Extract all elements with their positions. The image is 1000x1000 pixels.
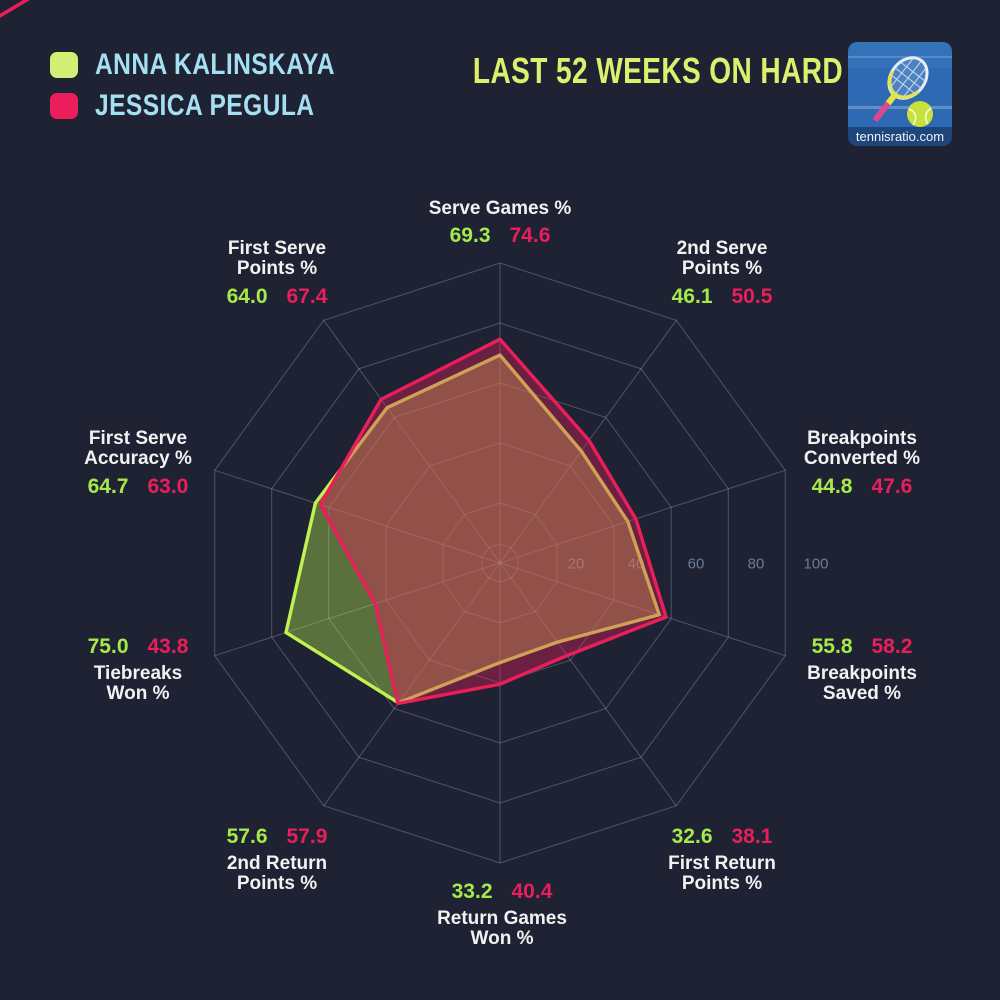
axis-label: First Serve Accuracy % <box>84 428 192 470</box>
axis-serve-games: Serve Games % 69.3 74.6 <box>428 198 572 248</box>
grid-ring <box>481 543 519 583</box>
axis-label: Breakpoints Converted % <box>803 428 921 470</box>
legend-item-kalinskaya: ANNA KALINSKAYA <box>50 48 388 81</box>
axis-breakpoints-converted: Breakpoints Converted % 44.8 47.6 <box>803 428 921 499</box>
axis-label: 2nd Serve Points % <box>676 238 768 280</box>
axis-values: 57.6 57.9 <box>227 825 328 849</box>
axis-first-return-points: First Return Points % 32.6 38.1 <box>668 825 776 895</box>
kalinskaya-color-swatch <box>50 52 78 78</box>
axis-values: 69.3 74.6 <box>450 224 551 248</box>
grid-spoke <box>323 320 501 564</box>
grid-spoke <box>499 469 786 564</box>
radial-tick-label: 20 <box>568 556 585 573</box>
axis-label: Breakpoints Saved % <box>807 663 917 705</box>
radial-tick-label: 100 <box>803 556 828 573</box>
tennis-racket-icon <box>873 56 929 122</box>
axis-2nd-serve-points: 2nd Serve Points % 46.1 50.5 <box>672 238 773 309</box>
axis-values: 44.8 47.6 <box>812 475 913 499</box>
axis-2nd-return-points: 2nd Return Points % 57.6 57.9 <box>227 825 328 895</box>
axis-label: 2nd Return Points % <box>226 853 328 895</box>
axis-first-serve-points: First Serve Points % 64.0 67.4 <box>227 238 328 309</box>
tennisratio-logo: tennisratio.com <box>848 42 952 146</box>
axis-label: First Return Points % <box>668 853 776 895</box>
pegula-color-swatch <box>50 93 78 119</box>
radial-tick-label: 80 <box>748 556 765 573</box>
logo-text: tennisratio.com <box>856 129 944 144</box>
axis-return-games-won: Return Games Won % 33.2 40.4 <box>437 880 567 950</box>
kalinskaya-value: 57.6 <box>226 825 268 848</box>
axis-values: 64.0 67.4 <box>227 285 328 309</box>
axis-values: 64.7 63.0 <box>88 475 189 499</box>
pegula-value: 40.4 <box>511 880 553 903</box>
axis-breakpoints-saved: Breakpoints Saved % 55.8 58.2 <box>807 635 917 705</box>
pegula-value: 38.1 <box>731 825 773 848</box>
axis-tiebreaks-won: Tiebreaks Won % 75.0 43.8 <box>88 635 189 705</box>
pegula-value: 50.5 <box>731 284 773 308</box>
pegula-name: JESSICA PEGULA <box>95 89 315 122</box>
tennis-ball-icon <box>907 101 933 127</box>
kalinskaya-value: 64.7 <box>87 474 129 498</box>
series-polygon-pegula <box>318 337 668 706</box>
legend-item-pegula: JESSICA PEGULA <box>50 89 388 122</box>
radial-tick-label: 60 <box>688 556 705 573</box>
kalinskaya-value: 75.0 <box>87 635 129 658</box>
axis-values: 55.8 58.2 <box>812 635 913 659</box>
pegula-value: 58.2 <box>871 635 913 658</box>
axis-values: 32.6 38.1 <box>672 825 773 849</box>
grid-spoke <box>323 562 501 806</box>
pegula-value: 67.4 <box>286 284 328 308</box>
axis-label: Tiebreaks Won % <box>93 663 183 705</box>
pegula-value: 74.6 <box>509 224 551 248</box>
grid-spoke <box>214 562 501 657</box>
grid-spoke <box>214 469 501 564</box>
kalinskaya-value: 44.8 <box>811 474 853 498</box>
grid-ring <box>271 322 729 804</box>
axis-values: 46.1 50.5 <box>672 285 773 309</box>
chart-title: LAST 52 WEEKS ON HARD <box>472 50 844 91</box>
axis-values: 75.0 43.8 <box>88 635 189 659</box>
axis-values: 33.2 40.4 <box>452 880 553 904</box>
axis-label: Serve Games % <box>428 198 572 219</box>
grid-ring <box>328 382 672 744</box>
grid-spoke <box>499 562 786 657</box>
kalinskaya-name: ANNA KALINSKAYA <box>95 48 335 81</box>
grid-ring <box>442 502 558 624</box>
axis-label: Return Games Won % <box>437 908 567 950</box>
kalinskaya-value: 69.3 <box>449 224 491 248</box>
corner-accent-line <box>0 0 31 18</box>
legend: ANNA KALINSKAYA JESSICA PEGULA <box>50 48 388 122</box>
pegula-value: 43.8 <box>147 635 189 658</box>
pegula-value: 47.6 <box>871 474 913 498</box>
pegula-value: 57.9 <box>286 825 328 848</box>
kalinskaya-value: 46.1 <box>671 284 713 308</box>
axis-label: First Serve Points % <box>227 238 327 280</box>
kalinskaya-value: 32.6 <box>671 825 713 848</box>
kalinskaya-value: 55.8 <box>811 635 853 658</box>
kalinskaya-value: 33.2 <box>451 880 493 903</box>
grid-spoke <box>499 562 677 806</box>
grid-ring <box>214 262 786 864</box>
pegula-value: 63.0 <box>147 474 189 498</box>
kalinskaya-value: 64.0 <box>226 284 268 308</box>
axis-first-serve-accuracy: First Serve Accuracy % 64.7 63.0 <box>84 428 192 499</box>
